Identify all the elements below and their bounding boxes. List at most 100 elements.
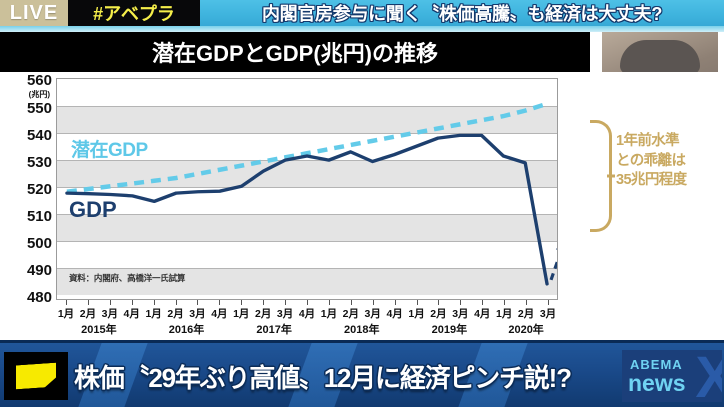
plot-area: 潜在GDP GDP 資料：内閣府、高橋洋一氏試算	[56, 78, 558, 300]
gridline-520	[57, 187, 557, 188]
logo-x-mark: X	[695, 350, 722, 402]
gap-annotation-line-1: 1年前水準	[616, 133, 680, 149]
x-quarter-label: 1月	[57, 308, 75, 320]
x-tick-mark	[307, 300, 308, 305]
x-tick-mark	[109, 300, 111, 305]
y-tick-540: 540	[26, 127, 52, 144]
x-tick-mark	[131, 300, 133, 305]
brace-icon	[590, 120, 612, 232]
y-tick-510: 510	[26, 208, 52, 225]
speaker-hair	[620, 40, 700, 74]
y-tick-520: 520	[26, 181, 52, 198]
band-500-510	[57, 214, 557, 241]
plot-wrapper: 560 (兆円) 550 540 530 520 510 500 490 480	[0, 72, 590, 340]
gridline-490	[57, 268, 557, 269]
top-header-bar: LIVE #アベプラ 内閣官房参与に聞く〝株価高騰〟も経済は大丈夫?	[0, 0, 724, 26]
x-tick-mark	[241, 300, 243, 305]
program-headline: 内閣官房参与に聞く〝株価高騰〟も経済は大丈夫?	[200, 0, 724, 26]
recovery-arrow-icon	[549, 248, 557, 281]
x-tick-mark	[263, 300, 265, 305]
x-tick-mark	[153, 300, 155, 305]
x-quarter-label: 3月	[364, 308, 381, 320]
x-quarter-label: 2月	[342, 308, 359, 320]
gap-annotation: 1年前水準 との乖離は 35兆円程度	[590, 72, 724, 340]
x-quarter-label: 3月	[189, 308, 206, 320]
gap-annotation-line-3: 35兆円程度	[616, 172, 687, 189]
y-axis-unit: (兆円)	[28, 90, 50, 99]
x-tick-mark	[394, 300, 396, 305]
gridline-510	[57, 214, 557, 215]
x-year-label: 2018年	[344, 324, 380, 336]
gdp-line	[65, 133, 549, 286]
source-note: 資料：内閣府、高橋洋一氏試算	[69, 273, 186, 283]
bottom-banner: 株価〝29年ぶり高値〟12月に経済ピンチ説!? X ABEMA news	[0, 340, 724, 407]
x-year-label: 2020年	[508, 324, 544, 336]
x-tick-mark	[548, 300, 549, 305]
flag-icon	[16, 363, 56, 390]
x-tick-mark	[87, 300, 89, 305]
chart-panel: 潜在GDPとGDP(兆円)の推移 560 (兆円) 550 540 530 52…	[0, 32, 724, 340]
potential-gdp-label: 潜在GDP	[71, 140, 148, 161]
chart-title: 潜在GDPとGDP(兆円)の推移	[0, 32, 590, 72]
potential-gdp-line	[66, 101, 548, 194]
x-tick-mark	[285, 300, 287, 305]
live-badge: LIVE	[0, 0, 68, 26]
x-quarter-label: 2月	[79, 308, 97, 320]
y-tick-490: 490	[26, 262, 52, 279]
x-year-label: 2016年	[168, 324, 205, 336]
x-quarter-label: 3月	[539, 308, 557, 320]
y-tick-500: 500	[26, 235, 52, 252]
gap-annotation-text: 1年前水準 との乖離は 35兆円程度	[616, 132, 724, 191]
x-quarter-label: 4月	[298, 308, 316, 320]
x-tick-mark	[328, 300, 330, 305]
abema-news-logo: X ABEMA news	[622, 350, 722, 402]
gap-annotation-line-2: との乖離は	[616, 152, 686, 169]
x-tick-mark	[438, 300, 440, 305]
x-quarter-label: 2月	[167, 308, 184, 320]
x-quarter-label: 2月	[255, 308, 272, 320]
x-quarter-label: 1月	[145, 308, 162, 320]
gdp-label: GDP	[69, 197, 117, 222]
header-accent-strip	[0, 26, 724, 32]
banner-headline: 株価〝29年ぶり高値〟12月に経済ピンチ説!?	[74, 362, 572, 393]
x-year-label: 2017年	[256, 324, 292, 336]
x-quarter-label: 4月	[386, 308, 403, 320]
x-year-label: 2019年	[431, 324, 468, 336]
hashtag-badge: #アベプラ	[68, 0, 200, 26]
x-quarter-label: 3月	[276, 308, 294, 320]
x-tick-mark	[372, 300, 374, 305]
y-tick-480: 480	[26, 289, 52, 306]
x-quarter-label: 1月	[233, 308, 250, 320]
x-axis: 1月 2月 3月 4月 1月 2月 3月 4月 1月 2月 3月 4月 1月 2月 3月 4月 1月 2月 3月 4月…	[56, 300, 558, 340]
x-tick-mark	[175, 300, 177, 305]
x-tick-mark	[416, 300, 418, 305]
x-tick-mark	[66, 300, 67, 305]
logo-abema-text: ABEMA	[630, 357, 683, 372]
y-tick-550: 550	[26, 100, 52, 117]
x-tick-mark	[526, 300, 528, 305]
y-axis: 560 (兆円) 550 540 530 520 510 500 490 480	[0, 72, 56, 340]
x-quarter-label: 3月	[452, 308, 469, 320]
x-quarter-label: 4月	[123, 308, 140, 320]
series-lines	[65, 101, 557, 286]
y-tick-530: 530	[26, 154, 52, 171]
x-quarter-label: 1月	[496, 308, 513, 320]
banner-top-edge	[0, 340, 724, 343]
x-quarter-label: 1月	[320, 308, 338, 320]
x-tick-mark	[482, 300, 484, 305]
x-quarter-label: 3月	[101, 308, 118, 320]
flag-badge	[4, 352, 68, 400]
x-quarter-label: 2月	[517, 308, 535, 320]
gridline-530	[57, 160, 557, 161]
band-480-490	[57, 268, 557, 295]
y-tick-560: 560	[26, 72, 52, 89]
x-quarter-label: 1月	[408, 308, 425, 320]
gridline-540	[57, 133, 557, 134]
x-quarter-label: 4月	[211, 308, 228, 320]
x-tick-mark	[197, 300, 199, 305]
x-quarter-label: 2月	[430, 308, 447, 320]
gridline-550	[57, 106, 557, 107]
x-tick-mark	[460, 300, 462, 305]
x-tick-mark	[504, 300, 506, 305]
